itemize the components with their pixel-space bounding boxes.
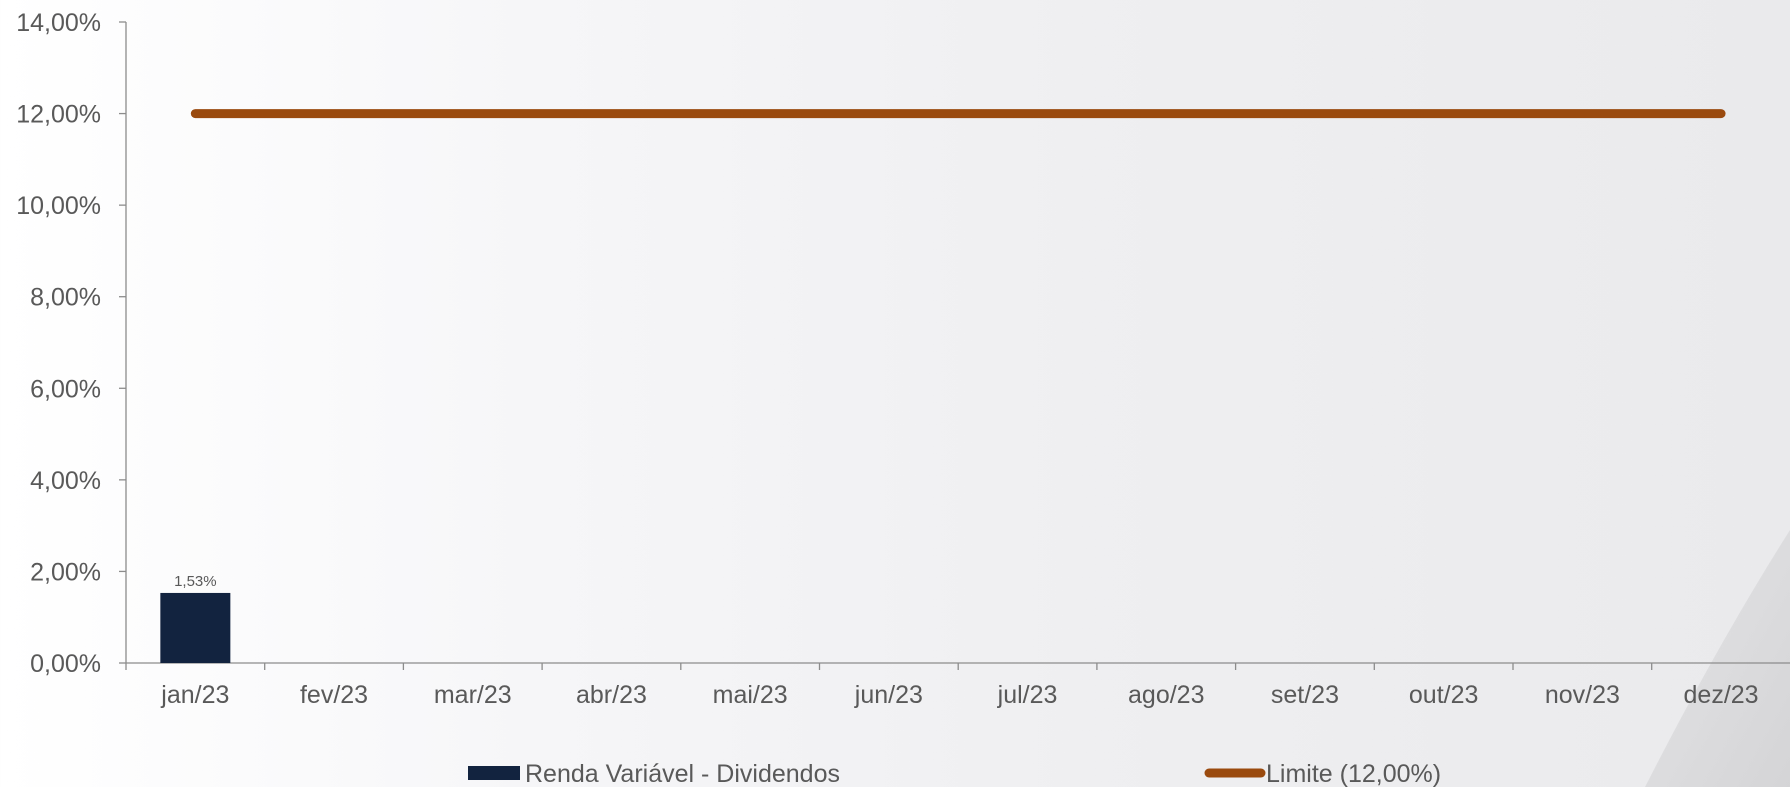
legend-bar-label: Renda Variável - Dividendos (525, 760, 840, 787)
x-tick-label: dez/23 (1684, 681, 1759, 709)
y-tick-label: 2,00% (30, 558, 101, 586)
x-tick-label: abr/23 (576, 681, 647, 709)
y-tick-label: 10,00% (16, 192, 101, 220)
x-tick-label: ago/23 (1128, 681, 1204, 709)
x-tick-label: jan/23 (160, 681, 229, 709)
y-tick-label: 0,00% (30, 650, 101, 678)
legend-line-label: Limite (12,00%) (1266, 760, 1441, 787)
background-swoosh (1645, 530, 1790, 787)
x-tick-label: set/23 (1271, 681, 1339, 709)
bar-data-label: 1,53% (174, 573, 217, 590)
legend-bar-swatch (468, 766, 520, 780)
y-tick-label: 14,00% (16, 9, 101, 37)
y-tick-label: 8,00% (30, 284, 101, 312)
x-tick-label: fev/23 (300, 681, 368, 709)
x-tick-label: jul/23 (997, 681, 1058, 709)
y-tick-label: 6,00% (30, 375, 101, 403)
bar (160, 592, 231, 663)
x-tick-label: mai/23 (713, 681, 788, 709)
x-tick-label: nov/23 (1545, 681, 1620, 709)
x-tick-label: mar/23 (434, 681, 512, 709)
y-tick-label: 4,00% (30, 467, 101, 495)
x-tick-label: jun/23 (854, 681, 923, 709)
y-tick-label: 12,00% (16, 101, 101, 129)
x-tick-label: out/23 (1409, 681, 1479, 709)
